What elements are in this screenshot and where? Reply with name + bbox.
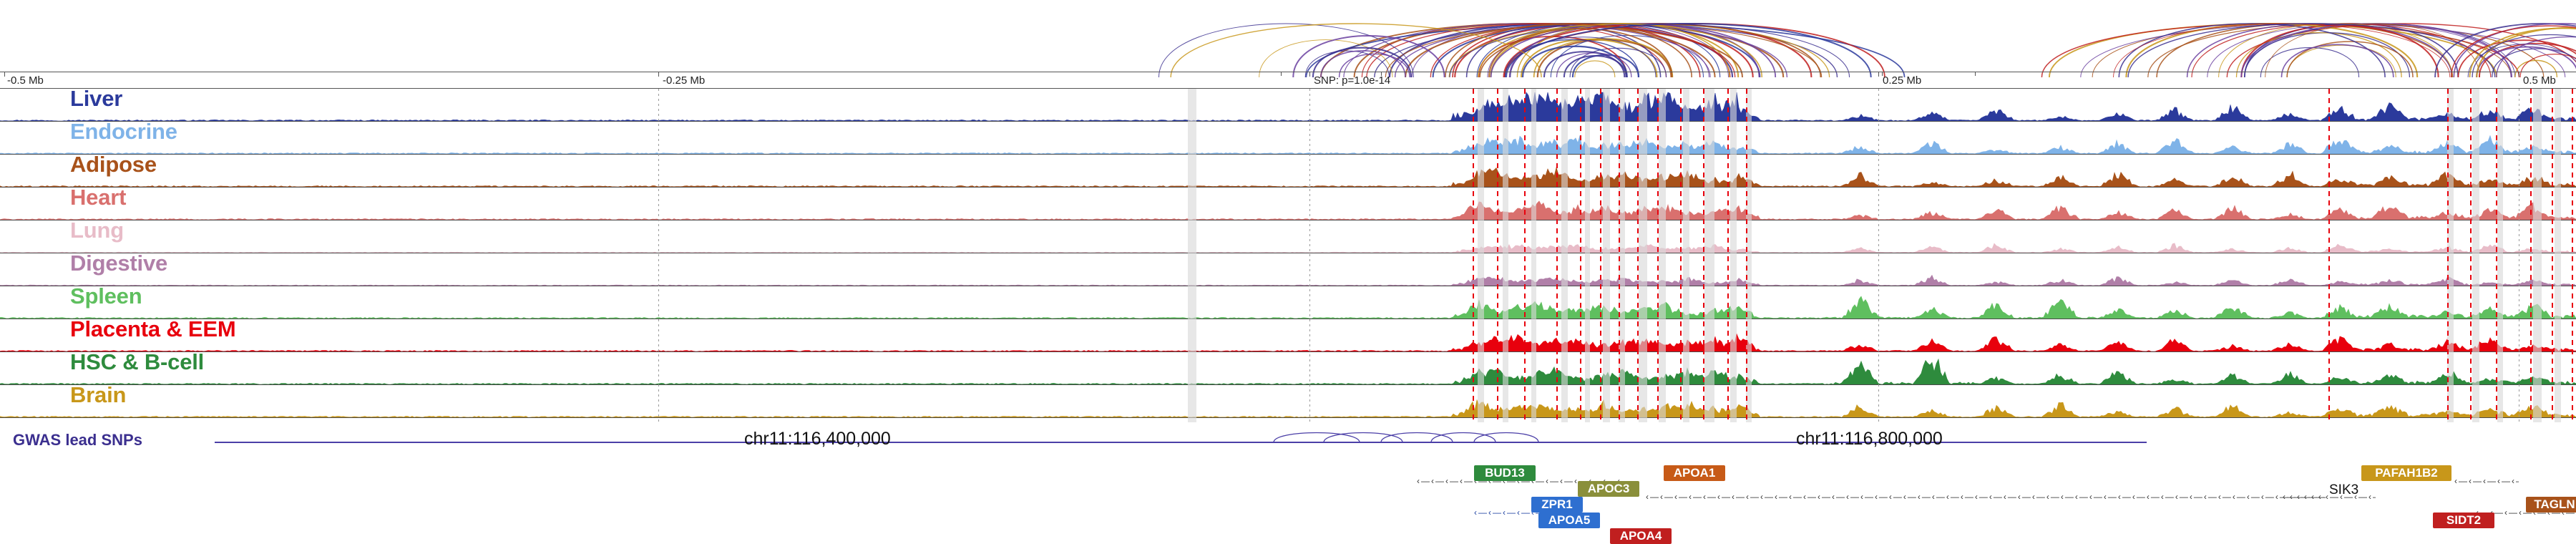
gwas-connector-arc [1274,433,1360,443]
track-spleen: Spleen [0,286,2576,319]
ruler-tick [658,72,659,77]
interaction-arc [1306,24,1904,77]
gene-bud13[interactable]: BUD13 [1474,465,1536,481]
ruler-tick [1878,72,1879,77]
ruler-tick-label: SNP: p=1.0e-14 [1314,74,1390,87]
ruler-minor-tick [1975,72,1976,76]
track-liver: Liver [0,89,2576,122]
gene-apoa4[interactable]: APOA4 [1610,528,1672,544]
track-endocrine: Endocrine [0,122,2576,155]
signal-profile [0,253,2576,286]
track-label: Heart [70,185,126,210]
signal-profile [0,89,2576,121]
track-label: Endocrine [70,119,177,145]
ruler-tick-label: -0.5 Mb [7,74,44,87]
signal-profile [0,188,2576,220]
track-label: Lung [70,218,124,243]
track-label: Liver [70,86,122,112]
gene-pafah1b2[interactable]: PAFAH1B2 [2361,465,2451,481]
signal-profile [0,319,2576,351]
genome-ruler: -0.5 Mb -0.25 Mb SNP: p=1.0e-14 0.25 Mb 0.5 … [0,72,2576,89]
gene-apoa5[interactable]: APOA5 [1538,513,1600,528]
gwas-connector-arc [1381,433,1453,443]
gene-annotation-track: ‹—‹—‹—‹—‹—‹—‹—‹—‹—‹—‹—‹—‹—‹—‹—‹—‹—‹—‹—‹—… [0,450,2576,537]
gene-intron-line: ‹—‹—‹—‹—‹—‹—‹—‹—‹—‹—‹—‹—‹—‹—‹—‹—‹—‹—‹—‹—… [1646,492,2326,500]
coordinate-label-right: chr11:116,800,000 [1796,429,1943,450]
ruler-tick [4,72,5,77]
gene-intron-line: ‹—‹—‹—‹—‹—‹— [2454,476,2519,485]
ruler-tick-label: -0.25 Mb [663,74,705,87]
track-hsc-b-cell: HSC & B-cell [0,352,2576,385]
track-digestive: Digestive [0,253,2576,286]
signal-profile [0,220,2576,253]
tissue-signal-tracks: Liver Endocrine Adipose Heart Lung Digestive S… [0,89,2576,422]
ruler-tick-label: 0.5 Mb [2523,74,2556,87]
track-label: Brain [70,382,126,408]
signal-profile [0,155,2576,187]
track-adipose: Adipose [0,155,2576,188]
gene-tagln[interactable]: TAGLN [2526,497,2576,513]
track-heart: Heart [0,188,2576,220]
gene-apoc3[interactable]: APOC3 [1578,481,1639,497]
gene-zpr1[interactable]: ZPR1 [1531,497,1583,513]
signal-profile [0,352,2576,384]
track-lung: Lung [0,220,2576,253]
gwas-connector-arc [1431,433,1496,443]
track-label: HSC & B-cell [70,349,204,375]
coordinate-label-left: chr11:116,400,000 [744,429,891,450]
signal-profile [0,286,2576,319]
ruler-minor-tick [1281,72,1282,76]
gene-sidt2[interactable]: SIDT2 [2433,513,2494,528]
gwas-connector-arc [1474,433,1538,443]
signal-profile [0,385,2576,417]
track-label: Placenta & EEM [70,316,236,342]
track-label: Spleen [70,283,142,309]
interaction-arc [2128,24,2495,77]
ruler-minor-tick [1882,72,1883,76]
ruler-minor-tick [1381,72,1382,76]
track-placenta-eem: Placenta & EEM [0,319,2576,352]
gene-apoa1[interactable]: APOA1 [1664,465,1725,481]
track-brain: Brain [0,385,2576,418]
ruler-tick-label: 0.25 Mb [1883,74,1921,87]
interaction-arc [2119,24,2385,77]
gwas-connector-arcs [0,427,2576,451]
track-label: Digestive [70,251,167,276]
gwas-coordinate-row: GWAS lead SNPs chr11:116,400,000 chr11:1… [0,427,2576,451]
signal-profile [0,122,2576,154]
ruler-tick [1309,72,1310,77]
track-label: Adipose [70,152,157,178]
gene-intron-line: ‹—‹—‹—‹—‹—‹— [1474,507,1538,516]
gwas-lead-snps-label: GWAS lead SNPs [13,431,142,450]
gwas-connector-arc [1324,433,1402,443]
gene-sik3[interactable]: SIK3 [2329,482,2358,498]
